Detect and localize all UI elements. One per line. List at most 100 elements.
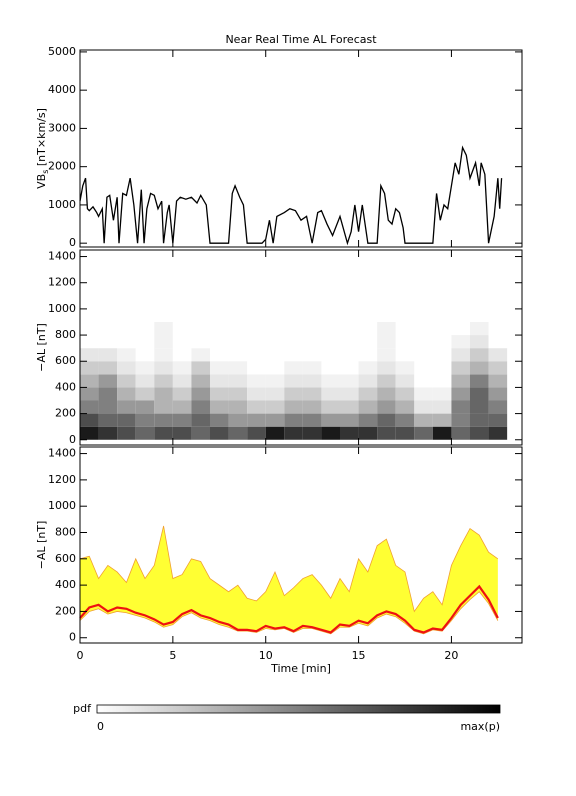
heat-cell	[247, 413, 266, 427]
heat-cell	[210, 387, 229, 401]
heat-cell	[80, 387, 99, 401]
heat-cell	[414, 387, 433, 401]
heat-cell	[154, 400, 173, 414]
heat-cell	[247, 387, 266, 401]
heat-cell	[321, 374, 340, 388]
heat-cell	[395, 387, 415, 401]
heat-cell	[228, 426, 248, 440]
heat-cell	[395, 321, 415, 336]
heat-cell	[414, 335, 433, 349]
heat-cell	[414, 321, 433, 336]
heat-cell	[172, 348, 192, 362]
heat-cell	[80, 348, 99, 362]
heat-cell	[284, 321, 303, 336]
heat-cell	[340, 348, 359, 362]
y-tick-label: 800	[55, 328, 76, 341]
y-tick-label: 600	[55, 552, 76, 565]
y-tick-label: 800	[55, 526, 76, 539]
heat-cell	[265, 348, 285, 362]
heat-cell	[265, 413, 285, 427]
heat-cell	[247, 361, 266, 375]
heat-cell	[451, 321, 470, 336]
heat-cell	[451, 374, 470, 388]
heat-cell	[377, 321, 396, 336]
heat-cell	[228, 361, 248, 375]
heat-cell	[284, 374, 303, 388]
plot-frame	[79, 249, 523, 446]
y-tick-label: 3000	[48, 121, 76, 134]
heat-cell	[451, 348, 470, 362]
heat-cell	[247, 335, 266, 349]
heat-cell	[154, 374, 173, 388]
y-axis-label-part: s	[41, 170, 50, 174]
heat-cell	[172, 426, 192, 440]
heat-cell	[265, 321, 285, 336]
y-tick-label: 0	[69, 433, 76, 446]
heat-cell	[135, 387, 155, 401]
heat-cell	[191, 426, 210, 440]
heat-cell	[395, 335, 415, 349]
heat-cell	[154, 321, 173, 336]
heat-cell	[265, 335, 285, 349]
heat-cell	[284, 387, 303, 401]
heat-cell	[247, 400, 266, 414]
heat-cell	[80, 426, 99, 440]
heat-cell	[395, 400, 415, 414]
heat-cell	[432, 400, 452, 414]
heat-cell	[98, 321, 118, 336]
heat-cell	[135, 400, 155, 414]
heat-cell	[172, 335, 192, 349]
panel	[80, 321, 508, 440]
heat-cell	[117, 374, 136, 388]
y-tick-label: 2000	[48, 160, 76, 173]
heat-cell	[395, 348, 415, 362]
heat-cell	[488, 321, 508, 336]
heat-cell	[488, 335, 508, 349]
heat-cell	[340, 387, 359, 401]
heat-cell	[432, 374, 452, 388]
heat-cell	[247, 348, 266, 362]
heat-cell	[80, 321, 99, 336]
heat-cell	[358, 335, 378, 349]
y-tick-label: 1400	[48, 250, 76, 263]
y-tick-label: 600	[55, 354, 76, 367]
heat-cell	[302, 426, 322, 440]
y-tick-label: 1000	[48, 499, 76, 512]
x-tick-label: 20	[444, 649, 458, 662]
heat-cell	[284, 348, 303, 362]
heat-cell	[135, 426, 155, 440]
chart-title: Near Real Time AL Forecast	[225, 33, 377, 46]
heat-cell	[321, 426, 340, 440]
heat-cell	[302, 387, 322, 401]
colorbar	[96, 704, 501, 714]
y-tick-label: 4000	[48, 83, 76, 96]
y-tick-label: 1000	[48, 198, 76, 211]
heat-cell	[432, 413, 452, 427]
heat-cell	[247, 321, 266, 336]
heat-cell	[451, 387, 470, 401]
heat-cell	[228, 348, 248, 362]
heat-cell	[154, 426, 173, 440]
heat-cell	[340, 361, 359, 375]
heat-cell	[470, 348, 489, 362]
heat-cell	[191, 387, 210, 401]
heat-cell	[265, 387, 285, 401]
heat-cell	[432, 321, 452, 336]
heat-cell	[321, 400, 340, 414]
heat-cell	[377, 400, 396, 414]
heat-cell	[265, 400, 285, 414]
heat-cell	[135, 413, 155, 427]
heat-cell	[340, 321, 359, 336]
heat-cell	[117, 426, 136, 440]
heat-cell	[228, 400, 248, 414]
y-tick-label: 400	[55, 380, 76, 393]
heat-cell	[302, 321, 322, 336]
heat-cell	[414, 374, 433, 388]
y-tick-label: 0	[69, 631, 76, 644]
colorbar-label: pdf	[73, 702, 92, 715]
heat-cell	[191, 348, 210, 362]
band-edge	[79, 591, 499, 635]
heat-cell	[98, 387, 118, 401]
plot-frame	[79, 446, 523, 644]
heat-cell	[358, 387, 378, 401]
